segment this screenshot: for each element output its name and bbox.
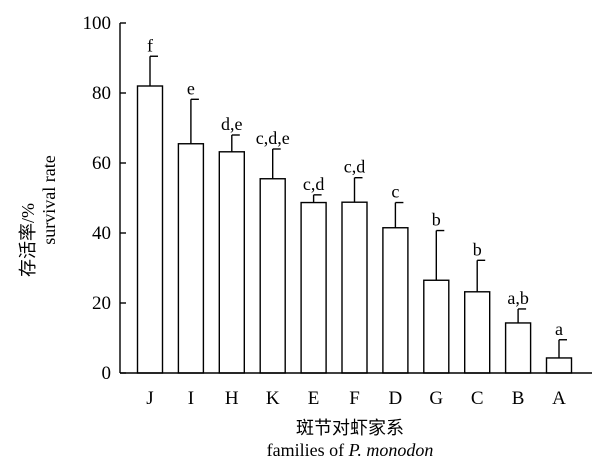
y-tick-label-0: 0 <box>102 363 112 384</box>
error-bar-H <box>231 134 240 152</box>
y-tick-label-80: 80 <box>92 83 111 104</box>
x-axis-title-line2: families of P. monodon <box>267 440 434 460</box>
bar-B <box>504 322 532 374</box>
significance-label-J: f <box>147 35 153 55</box>
significance-label-B: a,b <box>507 288 529 308</box>
significance-label-E: c,d <box>303 174 325 194</box>
x-axis-title-line1: 斑节对虾家系 <box>296 418 404 438</box>
bar-A <box>545 357 573 374</box>
x-tick-label-K: K <box>266 388 280 409</box>
y-tick-label-40: 40 <box>92 223 111 244</box>
x-tick-label-G: G <box>429 388 443 409</box>
bar-H <box>218 151 246 374</box>
y-axis-title-line1: 存活率/% <box>18 203 38 277</box>
significance-label-I: e <box>187 78 195 98</box>
error-bar-A <box>558 339 567 358</box>
bars-group <box>136 85 573 374</box>
error-bar-D <box>394 201 404 228</box>
bar-K <box>259 178 286 374</box>
axes-group <box>119 23 592 374</box>
bar-G <box>423 279 450 374</box>
x-tick-label-B: B <box>512 388 525 409</box>
bar-F <box>341 201 368 374</box>
bar-C <box>464 291 491 374</box>
significance-label-C: b <box>473 239 482 259</box>
y-axis-title-line2: survival rate <box>39 155 59 244</box>
x-tick-label-J: J <box>146 388 153 409</box>
x-tick-label-A: A <box>552 388 566 409</box>
x-tick-label-E: E <box>308 388 320 409</box>
bar-J <box>136 85 164 374</box>
x-tick-label-C: C <box>471 388 484 409</box>
x-axis-title-prefix: families of <box>267 440 349 460</box>
error-bar-F <box>353 176 363 203</box>
bar-I <box>177 143 205 374</box>
y-tick-label-20: 20 <box>92 293 111 314</box>
significance-label-K: c,d,e <box>256 128 290 148</box>
error-bar-G <box>435 229 445 281</box>
significance-label-H: d,e <box>221 114 243 134</box>
x-tick-label-H: H <box>225 388 239 409</box>
x-axis-title-species: P. monodon <box>348 440 434 460</box>
error-bars-group <box>149 55 567 358</box>
x-tick-label-I: I <box>188 388 194 409</box>
y-tick-label-60: 60 <box>92 153 111 174</box>
y-ticks-group: 0 20 40 60 80 100 <box>83 13 126 384</box>
error-bar-C <box>476 259 486 292</box>
significance-label-F: c,d <box>344 157 366 177</box>
error-bar-B <box>517 308 527 323</box>
error-bar-I <box>190 98 199 144</box>
error-bar-E <box>312 194 322 203</box>
x-tick-label-F: F <box>349 388 360 409</box>
y-tick-label-100: 100 <box>83 13 112 34</box>
significance-label-A: a <box>555 319 563 339</box>
significance-label-D: c <box>391 182 399 202</box>
significance-label-G: b <box>432 210 441 230</box>
significance-labels-group: f e d,e c,d,e c,d c,d c b b a,b a <box>147 35 563 339</box>
bar-D <box>382 227 409 374</box>
error-bar-K <box>272 148 281 179</box>
error-bar-J <box>149 55 158 86</box>
bar-E <box>300 201 327 374</box>
x-tick-label-D: D <box>389 388 403 409</box>
